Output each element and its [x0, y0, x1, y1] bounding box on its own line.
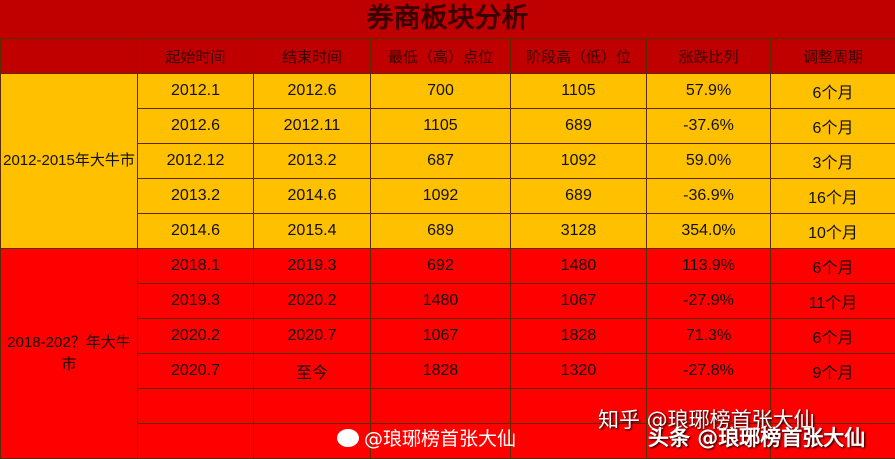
- table-cell: 1105: [371, 109, 511, 144]
- table-cell: -36.9%: [647, 179, 771, 214]
- table-cell: 11个月: [771, 284, 895, 319]
- table-cell: 16个月: [771, 179, 895, 214]
- table-cell: 689: [511, 179, 647, 214]
- table-cell: 2020.7: [138, 354, 254, 389]
- table-cell: 57.9%: [647, 74, 771, 109]
- table-cell: 2015.4: [254, 214, 371, 249]
- table-cell: -27.8%: [647, 354, 771, 389]
- table-cell: 2014.6: [254, 179, 371, 214]
- table-cell: 3个月: [771, 144, 895, 179]
- period-label: 2012-2015年大牛市: [1, 74, 138, 249]
- table-cell: 2013.2: [254, 144, 371, 179]
- table-cell: 6个月: [771, 74, 895, 109]
- table-cell: 10个月: [771, 214, 895, 249]
- table-cell: 354.0%: [647, 214, 771, 249]
- table-cell: 1828: [511, 319, 647, 354]
- table-cell: [371, 389, 511, 424]
- table-cell: 2014.6: [138, 214, 254, 249]
- table-cell: 113.9%: [647, 249, 771, 284]
- table-cell: 1067: [371, 319, 511, 354]
- table-cell: 2013.2: [138, 179, 254, 214]
- table-cell: 6个月: [771, 249, 895, 284]
- table-cell: 692: [371, 249, 511, 284]
- table-cell: 至今: [254, 354, 371, 389]
- table-cell: 2012.12: [138, 144, 254, 179]
- table-cell: 2012.1: [138, 74, 254, 109]
- table-cell: 1320: [511, 354, 647, 389]
- header-row: 起始时间结束时间最低（高）点位阶段高（低）位涨跌比列调整周期: [1, 39, 895, 74]
- table-cell: 1828: [371, 354, 511, 389]
- column-header: 涨跌比列: [647, 39, 771, 74]
- table-cell: [138, 424, 254, 459]
- table-cell: 1092: [511, 144, 647, 179]
- table-cell: [138, 389, 254, 424]
- table-cell: 2012.11: [254, 109, 371, 144]
- table-cell: 2019.3: [254, 249, 371, 284]
- table-cell: 1480: [511, 249, 647, 284]
- table-cell: 6个月: [771, 109, 895, 144]
- table-cell: 1105: [511, 74, 647, 109]
- column-header: 起始时间: [138, 39, 254, 74]
- table-cell: 689: [371, 214, 511, 249]
- table-cell: 1480: [371, 284, 511, 319]
- weibo-icon: [337, 429, 359, 447]
- column-header: 结束时间: [254, 39, 371, 74]
- table-cell: 6个月: [771, 319, 895, 354]
- column-header: 调整周期: [771, 39, 895, 74]
- column-header: 最低（高）点位: [371, 39, 511, 74]
- toutiao-watermark: 头条 @琅琊榜首张大仙: [648, 422, 865, 452]
- column-header: 阶段高（低）位: [511, 39, 647, 74]
- table-cell: 1067: [511, 284, 647, 319]
- table-cell: 2020.2: [138, 319, 254, 354]
- table-cell: 3128: [511, 214, 647, 249]
- weibo-watermark: @琅琊榜首张大仙: [364, 424, 516, 451]
- table-cell: 2020.2: [254, 284, 371, 319]
- column-header: [1, 39, 138, 74]
- table-cell: 2019.3: [138, 284, 254, 319]
- table-cell: [254, 389, 371, 424]
- table-cell: 700: [371, 74, 511, 109]
- table-cell: 687: [371, 144, 511, 179]
- table-cell: 9个月: [771, 354, 895, 389]
- table-cell: 1092: [371, 179, 511, 214]
- table-cell: -27.9%: [647, 284, 771, 319]
- period-label: 2018-202？年大牛市: [1, 249, 138, 459]
- table-cell: 2012.6: [254, 74, 371, 109]
- table-cell: -37.6%: [647, 109, 771, 144]
- table-cell: 689: [511, 109, 647, 144]
- table-cell: 59.0%: [647, 144, 771, 179]
- table-cell: 2018.1: [138, 249, 254, 284]
- page-title: 券商板块分析: [0, 0, 895, 38]
- table-cell: 2020.7: [254, 319, 371, 354]
- table-cell: 71.3%: [647, 319, 771, 354]
- table-cell: 2012.6: [138, 109, 254, 144]
